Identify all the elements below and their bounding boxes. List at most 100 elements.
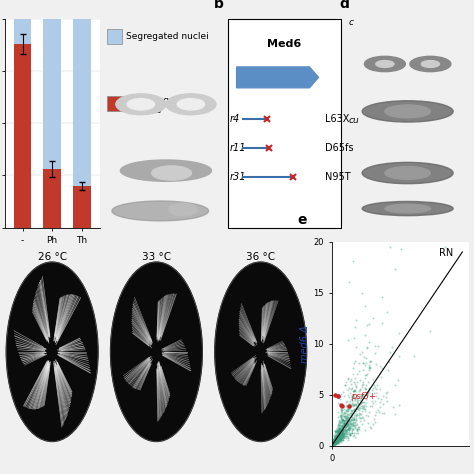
- Point: [337, 428, 345, 436]
- Point: [339, 433, 346, 440]
- Point: [328, 441, 336, 449]
- Point: [330, 440, 337, 448]
- Ellipse shape: [152, 166, 191, 180]
- Point: [329, 440, 337, 448]
- Point: [338, 429, 346, 437]
- Point: [351, 411, 358, 419]
- Point: [342, 419, 349, 427]
- Point: [348, 407, 356, 415]
- Point: [342, 417, 349, 425]
- Point: [332, 439, 340, 447]
- Point: [331, 436, 339, 443]
- Point: [329, 440, 337, 448]
- Point: [333, 434, 340, 441]
- Point: [346, 431, 354, 438]
- Point: [334, 413, 342, 420]
- Point: [334, 423, 342, 430]
- Point: [337, 432, 345, 439]
- Point: [330, 440, 338, 448]
- Point: [374, 406, 382, 414]
- Point: [333, 434, 340, 441]
- Point: [370, 416, 378, 423]
- Point: [347, 420, 355, 428]
- Point: [331, 391, 339, 398]
- Point: [332, 435, 340, 443]
- Point: [335, 424, 343, 431]
- Point: [341, 429, 349, 437]
- Point: [354, 405, 362, 413]
- Point: [344, 374, 351, 382]
- Point: [342, 423, 349, 431]
- Point: [339, 436, 347, 443]
- Point: [333, 433, 341, 440]
- Point: [330, 435, 338, 443]
- Point: [328, 440, 336, 447]
- Point: [338, 433, 346, 440]
- Point: [332, 432, 340, 440]
- Point: [332, 432, 339, 439]
- Point: [329, 438, 337, 446]
- Point: [330, 440, 338, 448]
- Point: [346, 424, 354, 431]
- Point: [346, 417, 353, 425]
- Point: [337, 430, 344, 438]
- Point: [371, 342, 379, 349]
- Point: [385, 358, 392, 365]
- Point: [339, 421, 347, 428]
- Point: [330, 440, 337, 447]
- Point: [343, 411, 351, 419]
- Point: [330, 439, 337, 447]
- Point: [349, 394, 357, 402]
- Point: [329, 441, 337, 448]
- Point: [328, 442, 336, 449]
- Point: [347, 407, 355, 414]
- Point: [328, 441, 336, 449]
- Point: [349, 364, 357, 371]
- Point: [351, 387, 358, 395]
- FancyBboxPatch shape: [228, 19, 341, 228]
- Point: [332, 437, 339, 444]
- Point: [335, 425, 343, 433]
- Point: [338, 427, 346, 434]
- Point: [340, 422, 348, 430]
- Point: [333, 432, 340, 439]
- Point: [332, 438, 340, 445]
- Point: [354, 420, 361, 428]
- Point: [332, 431, 340, 438]
- Point: [343, 434, 350, 442]
- Point: [348, 424, 356, 432]
- Point: [328, 441, 336, 449]
- Point: [346, 409, 354, 417]
- Point: [330, 438, 337, 446]
- Point: [358, 290, 365, 297]
- Point: [351, 323, 359, 331]
- Point: [330, 439, 338, 447]
- Point: [331, 434, 338, 442]
- Point: [343, 407, 351, 414]
- Point: [331, 436, 339, 444]
- Point: [371, 383, 378, 391]
- Point: [332, 432, 340, 439]
- Point: [341, 432, 348, 440]
- Point: [335, 422, 343, 430]
- Point: [328, 441, 336, 449]
- Point: [337, 435, 345, 442]
- Point: [348, 392, 356, 400]
- Point: [329, 441, 337, 448]
- Point: [358, 348, 365, 356]
- Point: [329, 440, 337, 447]
- Point: [337, 434, 344, 442]
- Point: [337, 432, 345, 439]
- Point: [337, 433, 345, 440]
- Point: [330, 440, 338, 447]
- Point: [352, 400, 360, 408]
- Point: [345, 421, 352, 428]
- Point: [328, 441, 336, 449]
- Point: [333, 435, 341, 442]
- Point: [353, 429, 360, 437]
- Point: [329, 441, 337, 449]
- Point: [329, 441, 337, 448]
- Ellipse shape: [362, 101, 453, 122]
- Point: [337, 426, 345, 434]
- Point: [332, 437, 340, 444]
